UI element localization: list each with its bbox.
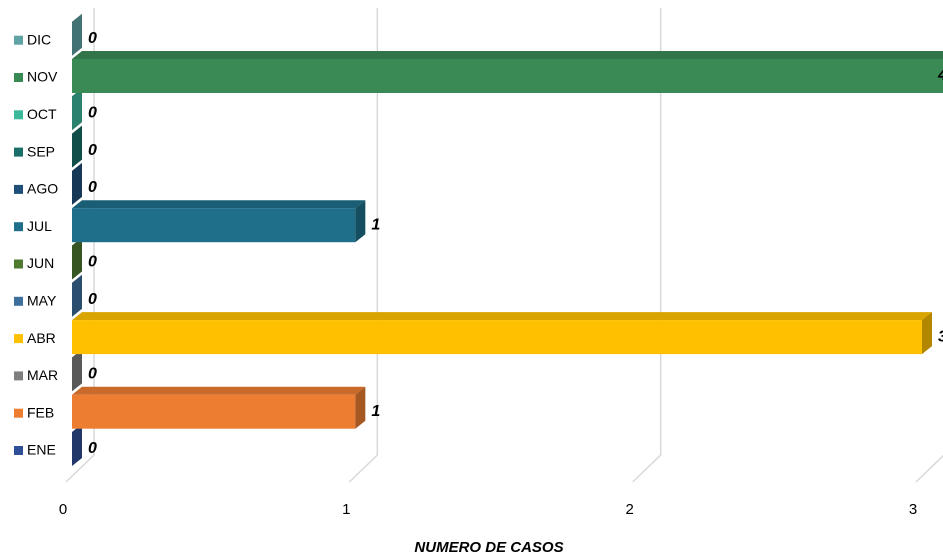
bar-side: [72, 424, 82, 466]
bar-top: [72, 312, 932, 321]
bar-side: [72, 88, 82, 131]
legend-label: JUL: [27, 218, 52, 234]
legend-swatch: [14, 296, 23, 306]
data-label: 0: [88, 142, 97, 159]
legend-label: OCT: [27, 106, 57, 122]
legend-swatch: [14, 408, 23, 418]
bar-side: [72, 125, 82, 168]
legend-label: AGO: [27, 181, 58, 197]
x-tick-label: 0: [59, 501, 67, 518]
bar-side: [72, 237, 82, 280]
data-label: 0: [88, 291, 97, 308]
data-label: 1: [371, 216, 380, 233]
grid-line: [915, 454, 943, 483]
data-label: 1: [371, 403, 380, 420]
bar-side: [72, 13, 82, 56]
legend-label: FEB: [27, 404, 54, 420]
bar: [72, 320, 922, 355]
data-label: 0: [88, 366, 97, 383]
data-label: 0: [88, 179, 97, 196]
legend-label: JUN: [27, 255, 54, 271]
legend-swatch: [14, 73, 23, 82]
legend-swatch: [14, 222, 23, 232]
legend-swatch: [14, 334, 23, 344]
legend-swatch: [14, 147, 23, 157]
bar-top: [72, 386, 366, 395]
legend-label: DIC: [27, 31, 51, 47]
legend-swatch: [14, 259, 23, 269]
x-tick-label: 3: [909, 501, 917, 518]
data-label: 3: [938, 328, 943, 345]
bars: [72, 13, 943, 466]
legend-swatch: [14, 110, 23, 120]
legend-label: ABR: [27, 330, 56, 346]
legend-swatch: [14, 184, 23, 194]
legend-swatch: [14, 446, 23, 455]
legend-swatch: [14, 35, 23, 45]
bar-side: [922, 312, 932, 355]
bar-side: [355, 386, 366, 429]
bar-side: [72, 349, 82, 392]
bar-top: [72, 51, 943, 59]
grid-line: [65, 8, 95, 483]
legend-label: MAR: [27, 367, 58, 383]
data-label: 0: [88, 254, 97, 271]
data-label: 0: [88, 30, 97, 47]
bar: [72, 59, 943, 93]
bar-top: [72, 200, 366, 209]
bar-side: [355, 200, 366, 243]
legend-swatch: [14, 371, 23, 381]
x-axis-title: NUMERO DE CASOS: [414, 539, 563, 556]
legend-label: MAY: [27, 293, 57, 309]
x-tick-label: 2: [625, 501, 633, 518]
data-label: 0: [88, 440, 97, 457]
bar: [72, 208, 356, 243]
bar-side: [72, 162, 82, 205]
bar: [72, 394, 356, 429]
legend-label: ENE: [27, 442, 56, 458]
grid-line: [632, 8, 662, 483]
data-label: 0: [88, 105, 97, 122]
grid-line: [348, 8, 379, 483]
x-tick-label: 1: [342, 501, 350, 518]
bar-side: [72, 274, 82, 317]
data-label: 4: [937, 67, 943, 84]
legend-label: NOV: [27, 69, 58, 85]
legend-label: SEP: [27, 143, 55, 159]
